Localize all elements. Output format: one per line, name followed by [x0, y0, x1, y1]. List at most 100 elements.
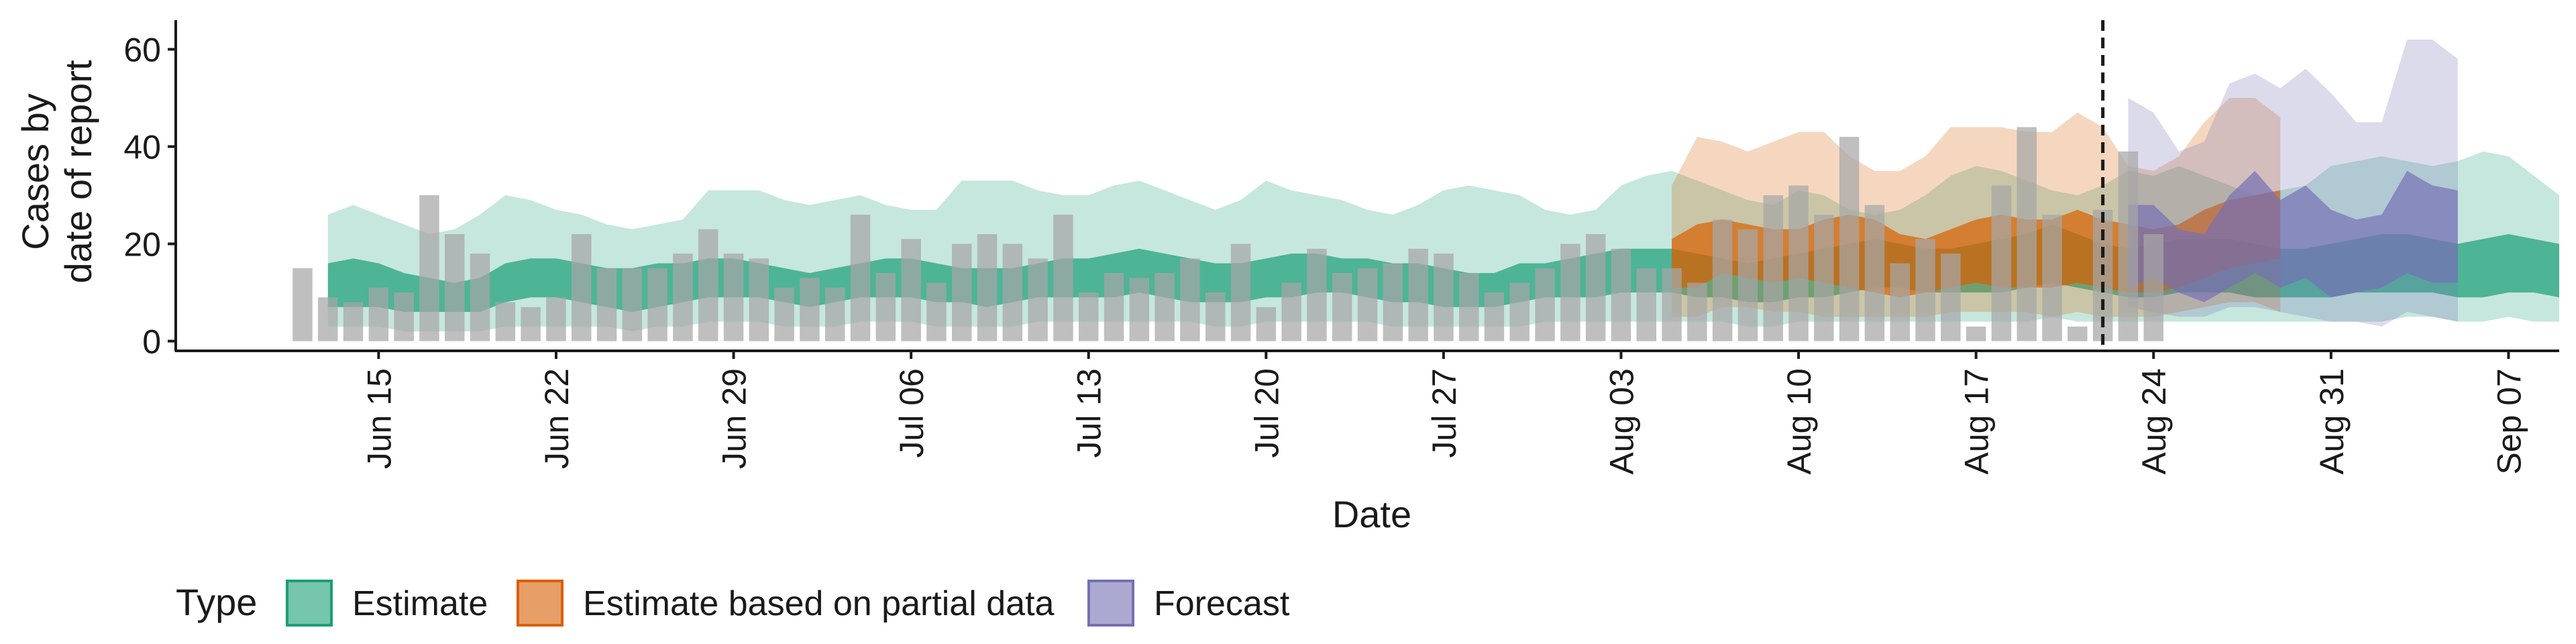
x-ticks: Jun 15 Jun 22 Jun 29 Jul 06 Jul 13 Jul 20 Jul … [360, 351, 2528, 474]
y-tick-label: 20 [123, 226, 161, 264]
bar [1434, 254, 1454, 341]
y-axis-label-line1: Cases by [14, 93, 56, 250]
bar [1129, 278, 1150, 341]
bar [647, 268, 667, 341]
legend-title: Type [176, 581, 257, 623]
x-tick-label: Sep 07 [2490, 368, 2528, 474]
bar [1636, 268, 1656, 341]
bar [825, 287, 845, 341]
bar [850, 215, 871, 341]
y-axis-label-line2: date of report [57, 60, 99, 284]
bar [1890, 263, 1910, 341]
bar [1155, 273, 1175, 341]
bar [1814, 215, 1834, 341]
x-tick-label: Jul 13 [1071, 368, 1108, 458]
bar [1915, 239, 1935, 341]
y-tick-label: 0 [142, 323, 161, 361]
bar [1332, 273, 1352, 341]
bar [1357, 268, 1378, 341]
bar [1509, 282, 1529, 341]
legend: Type Estimate Estimate based on partial d… [176, 580, 1290, 627]
bar [1281, 282, 1301, 341]
bar [572, 234, 592, 341]
y-ticks: 0 20 40 60 [123, 32, 176, 361]
bar [2068, 326, 2088, 341]
legend-label-estimate: Estimate [352, 584, 488, 623]
bar [394, 292, 414, 341]
bar [1687, 282, 1707, 341]
y-tick-label: 40 [123, 129, 161, 166]
bar [1383, 263, 1403, 341]
bar [875, 273, 896, 341]
bar [1941, 254, 1961, 341]
bar [1991, 185, 2012, 341]
bar [1966, 326, 1986, 341]
bar [521, 307, 541, 341]
y-tick-label: 60 [123, 32, 161, 69]
x-tick-label: Jun 22 [538, 368, 576, 469]
bar [1180, 258, 1200, 341]
bar [2143, 234, 2163, 341]
x-tick-label: Aug 03 [1603, 368, 1641, 474]
x-tick-label: Aug 31 [2313, 368, 2351, 474]
legend-key-estimate-based-on-partial-data [517, 580, 564, 627]
bar [1585, 234, 1606, 341]
bar [445, 234, 465, 341]
bar [1560, 244, 1580, 341]
bar [952, 244, 972, 341]
x-tick-label: Aug 24 [2135, 368, 2173, 474]
bar [1763, 195, 1783, 341]
bar [749, 258, 769, 341]
bar [673, 254, 693, 341]
bar [1307, 248, 1327, 341]
bar [419, 195, 439, 341]
bar [1205, 292, 1226, 341]
bar [1484, 292, 1505, 341]
ribbon-inner-forecast [2128, 170, 2458, 303]
bar [1839, 137, 1860, 341]
bar [1712, 219, 1733, 341]
bar [1230, 244, 1251, 341]
legend-key-estimate [286, 580, 333, 627]
x-tick-label: Jul 27 [1426, 368, 1463, 458]
bar [698, 229, 718, 341]
legend-label-forecast: Forecast [1154, 584, 1290, 623]
bar [723, 254, 744, 341]
bar [622, 268, 643, 341]
x-tick-label: Jul 20 [1248, 368, 1285, 458]
bar [1459, 273, 1479, 341]
bar [800, 278, 820, 341]
bar [1256, 307, 1277, 341]
legend-label-estimate-based-on-partial-data: Estimate based on partial data [583, 584, 1055, 623]
x-axis-label: Date [1332, 493, 1411, 535]
bar [1864, 205, 1885, 341]
x-tick-label: Aug 10 [1780, 368, 1818, 474]
bar [343, 302, 364, 341]
bar [1053, 215, 1073, 341]
bar [1002, 244, 1023, 341]
bars-layer [292, 127, 2163, 341]
bar [368, 287, 389, 341]
bar [926, 282, 947, 341]
bar [2118, 151, 2139, 341]
bar [1611, 248, 1631, 341]
bar [2042, 215, 2062, 341]
bar [2017, 127, 2037, 341]
bar [1788, 185, 1809, 341]
axes [174, 20, 2559, 352]
bar [470, 254, 490, 341]
bar [1079, 292, 1099, 341]
x-tick-label: Aug 17 [1958, 368, 1996, 474]
bar [774, 287, 794, 341]
x-tick-label: Jun 15 [360, 368, 398, 469]
bar [318, 297, 338, 341]
bar [1535, 268, 1555, 341]
bar [1737, 229, 1758, 341]
bar [495, 302, 516, 341]
bar [1408, 248, 1428, 341]
bar [546, 297, 566, 341]
bar [977, 234, 998, 341]
bar [1104, 273, 1124, 341]
bar [292, 268, 313, 341]
